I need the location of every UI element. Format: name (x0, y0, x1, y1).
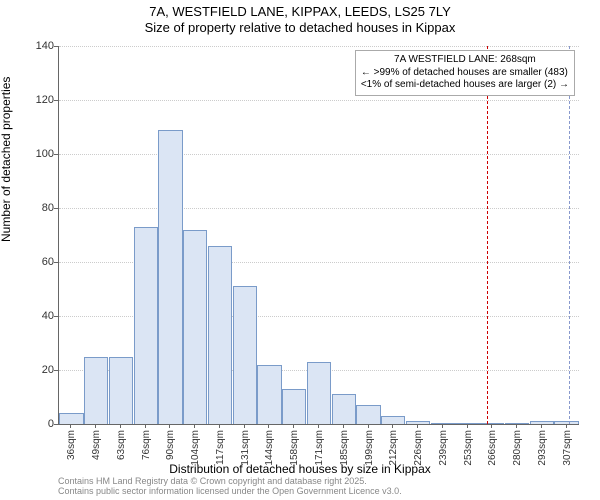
y-tick-label: 80 (30, 202, 54, 214)
grid-line (59, 100, 579, 101)
y-tick-label: 100 (30, 148, 54, 160)
histogram-bar (530, 421, 554, 424)
x-tick-mark (541, 424, 542, 428)
x-tick-mark (244, 424, 245, 428)
reference-line (487, 46, 488, 424)
annotation-line2: ← >99% of detached houses are smaller (4… (361, 67, 569, 80)
y-tick-label: 40 (30, 310, 54, 322)
histogram-bar (183, 230, 207, 424)
annotation-line1: 7A WESTFIELD LANE: 268sqm (361, 54, 569, 67)
x-tick-label: 307sqm (562, 430, 573, 470)
plot-area (58, 46, 579, 425)
y-tick-label: 120 (30, 94, 54, 106)
x-tick-label: 104sqm (190, 430, 201, 470)
y-tick-mark (54, 424, 58, 425)
histogram-bar (431, 423, 455, 424)
y-tick-mark (54, 46, 58, 47)
x-tick-mark (293, 424, 294, 428)
y-tick-mark (54, 370, 58, 371)
grid-line (59, 46, 579, 47)
x-tick-label: 239sqm (438, 430, 449, 470)
chart-title-line1: 7A, WESTFIELD LANE, KIPPAX, LEEDS, LS25 … (0, 4, 600, 20)
x-tick-mark (343, 424, 344, 428)
grid-line (59, 154, 579, 155)
y-tick-label: 60 (30, 256, 54, 268)
histogram-bar (356, 405, 380, 424)
x-tick-label: 63sqm (116, 430, 127, 470)
x-tick-mark (95, 424, 96, 428)
chart-title-line2: Size of property relative to detached ho… (0, 20, 600, 36)
x-tick-label: 199sqm (364, 430, 375, 470)
y-tick-label: 0 (30, 418, 54, 430)
x-tick-mark (417, 424, 418, 428)
x-tick-mark (169, 424, 170, 428)
x-tick-label: 144sqm (264, 430, 275, 470)
attribution-line2: Contains public sector information licen… (58, 486, 402, 496)
x-tick-mark (491, 424, 492, 428)
y-tick-mark (54, 100, 58, 101)
x-tick-mark (442, 424, 443, 428)
extent-line (569, 46, 570, 424)
x-tick-mark (392, 424, 393, 428)
x-tick-label: 36sqm (66, 430, 77, 470)
x-tick-label: 131sqm (240, 430, 251, 470)
histogram-bar (208, 246, 232, 424)
histogram-bar (257, 365, 281, 424)
annotation-box: 7A WESTFIELD LANE: 268sqm← >99% of detac… (355, 50, 575, 96)
histogram-bar (158, 130, 182, 424)
x-tick-mark (145, 424, 146, 428)
histogram-bar (554, 421, 578, 424)
histogram-bar (233, 286, 257, 424)
attribution-line1: Contains HM Land Registry data © Crown c… (58, 476, 402, 486)
x-tick-label: 158sqm (289, 430, 300, 470)
x-tick-label: 212sqm (388, 430, 399, 470)
x-tick-mark (467, 424, 468, 428)
chart-title-block: 7A, WESTFIELD LANE, KIPPAX, LEEDS, LS25 … (0, 0, 600, 37)
histogram-chart: 7A, WESTFIELD LANE, KIPPAX, LEEDS, LS25 … (0, 0, 600, 500)
x-tick-mark (120, 424, 121, 428)
histogram-bar (109, 357, 133, 425)
histogram-bar (134, 227, 158, 424)
histogram-bar (84, 357, 108, 425)
y-tick-mark (54, 262, 58, 263)
x-tick-label: 117sqm (215, 430, 226, 470)
x-tick-label: 280sqm (512, 430, 523, 470)
histogram-bar (332, 394, 356, 424)
histogram-bar (307, 362, 331, 424)
annotation-line3: <1% of semi-detached houses are larger (… (361, 79, 569, 92)
x-tick-label: 90sqm (165, 430, 176, 470)
x-axis-label: Distribution of detached houses by size … (0, 462, 600, 476)
x-tick-mark (368, 424, 369, 428)
x-tick-label: 185sqm (339, 430, 350, 470)
histogram-bar (455, 423, 479, 424)
y-tick-mark (54, 316, 58, 317)
y-axis-label: Number of detached properties (0, 77, 13, 242)
x-tick-mark (318, 424, 319, 428)
attribution-text: Contains HM Land Registry data © Crown c… (58, 476, 402, 497)
histogram-bar (282, 389, 306, 424)
x-tick-mark (219, 424, 220, 428)
x-tick-label: 49sqm (91, 430, 102, 470)
grid-line (59, 208, 579, 209)
histogram-bar (59, 413, 83, 424)
x-tick-mark (194, 424, 195, 428)
x-tick-label: 293sqm (537, 430, 548, 470)
histogram-bar (381, 416, 405, 424)
y-tick-label: 140 (30, 40, 54, 52)
x-tick-mark (70, 424, 71, 428)
x-tick-label: 226sqm (413, 430, 424, 470)
x-tick-mark (516, 424, 517, 428)
x-tick-label: 171sqm (314, 430, 325, 470)
x-tick-label: 266sqm (487, 430, 498, 470)
x-tick-mark (566, 424, 567, 428)
y-tick-mark (54, 208, 58, 209)
x-tick-label: 76sqm (141, 430, 152, 470)
y-tick-mark (54, 154, 58, 155)
x-tick-label: 253sqm (463, 430, 474, 470)
x-tick-mark (268, 424, 269, 428)
y-tick-label: 20 (30, 364, 54, 376)
